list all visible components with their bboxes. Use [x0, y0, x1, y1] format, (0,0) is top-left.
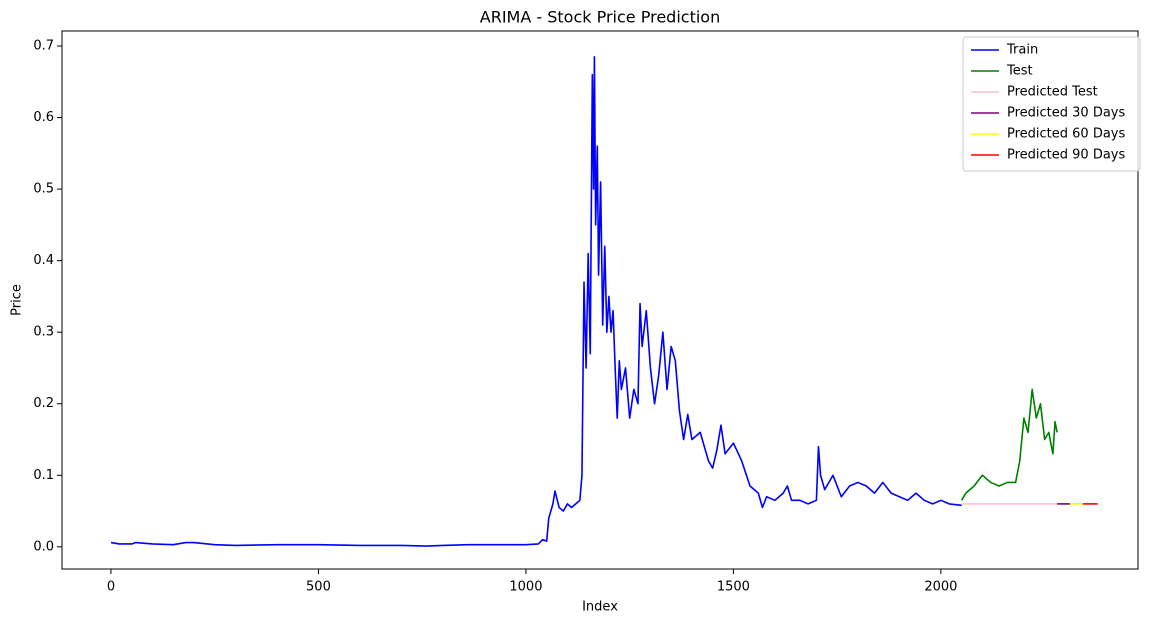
chart-title: ARIMA - Stock Price Prediction — [480, 8, 720, 27]
x-tick-label: 1500 — [717, 580, 750, 595]
y-tick-label: 0.7 — [33, 39, 54, 54]
x-tick-label: 500 — [306, 580, 331, 595]
legend-label: Predicted Test — [1007, 85, 1098, 100]
x-tick-label: 2000 — [924, 580, 957, 595]
plot-area — [110, 55, 1098, 547]
legend: Train Test Predicted Test Predicted 30 Days… — [962, 36, 1141, 172]
y-tick-label: 0.5 — [33, 182, 54, 197]
y-tick-label: 0.6 — [33, 110, 54, 125]
y-tick-label: 0.2 — [33, 396, 54, 411]
series-line — [960, 388, 1058, 501]
legend-label: Predicted 30 Days — [1007, 106, 1126, 121]
x-tick-label: 1000 — [509, 580, 542, 595]
y-tick-label: 0.1 — [33, 468, 54, 483]
legend-label: Predicted 90 Days — [1007, 148, 1126, 163]
y-tick-label: 0.0 — [33, 539, 54, 554]
x-axis-label: Index — [582, 600, 618, 615]
x-tick-label: 0 — [107, 580, 115, 595]
y-axis-label: Price — [10, 284, 25, 316]
legend-label: Test — [1006, 64, 1033, 79]
plot-frame — [61, 30, 1139, 570]
y-tick-label: 0.3 — [33, 325, 54, 340]
legend-label: Predicted 60 Days — [1007, 127, 1126, 142]
legend-box — [962, 36, 1141, 172]
series-line — [110, 55, 962, 547]
legend-label: Train — [1006, 43, 1038, 58]
y-tick-label: 0.4 — [33, 253, 54, 268]
